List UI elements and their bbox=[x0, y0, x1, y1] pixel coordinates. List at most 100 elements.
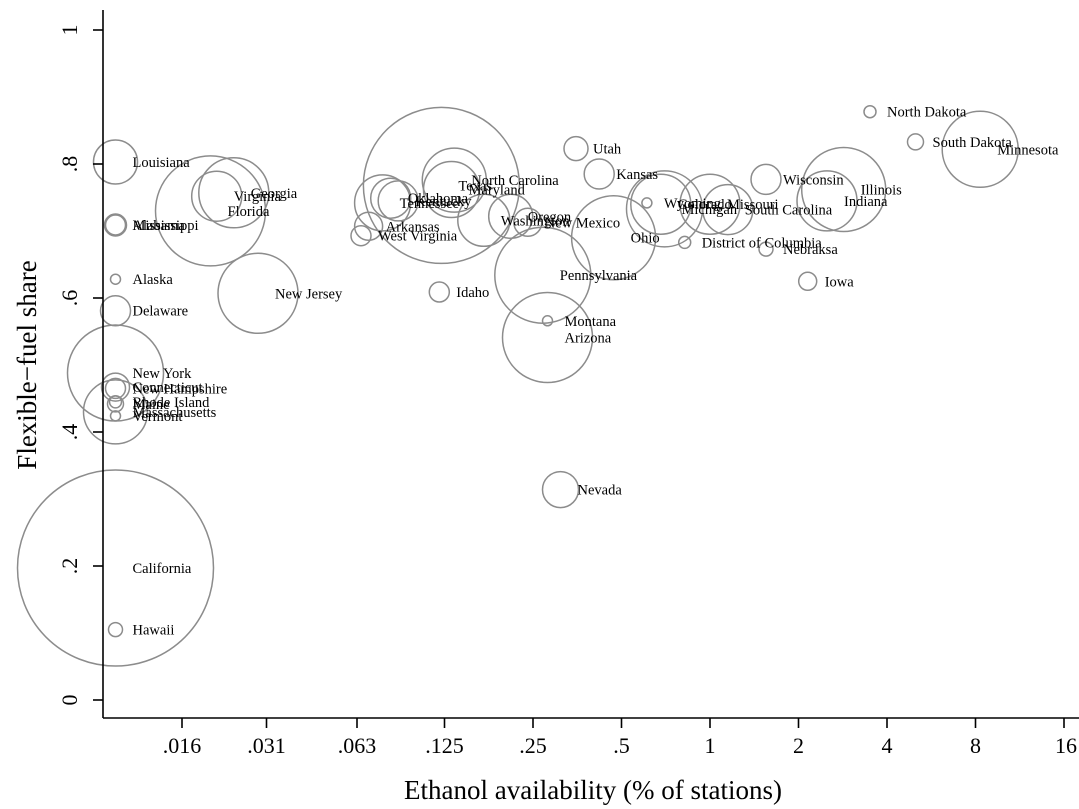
label-georgia: Georgia bbox=[251, 186, 298, 202]
label-indiana: Indiana bbox=[844, 194, 888, 210]
point-kansas bbox=[583, 158, 615, 190]
label-massachusetts: Massachusetts bbox=[133, 405, 217, 421]
y-tick-label: .4 bbox=[57, 424, 82, 441]
label-maine: Maine bbox=[133, 397, 170, 413]
x-tick-label: .125 bbox=[425, 733, 464, 758]
label-wyoming: Wyoming bbox=[664, 196, 721, 212]
label-alaska: Alaska bbox=[133, 272, 174, 288]
label-south-carolina: South Carolina bbox=[745, 203, 833, 219]
point-nevada bbox=[541, 470, 580, 509]
label-west-virginia: West Virginia bbox=[378, 229, 458, 245]
point-north-dakota bbox=[863, 104, 877, 119]
label-pennsylvania: Pennsylvania bbox=[560, 268, 638, 284]
point-south-carolina bbox=[702, 183, 754, 236]
label-nebraksa: Nebraksa bbox=[783, 242, 838, 258]
point-oklahoma bbox=[369, 177, 412, 219]
label-arkansas: Arkansas bbox=[386, 219, 440, 235]
label-vermont: Vermont bbox=[133, 409, 183, 425]
point-washington bbox=[457, 193, 511, 248]
point-illinois bbox=[800, 146, 887, 233]
point-texas bbox=[362, 106, 521, 265]
point-arkansas bbox=[353, 211, 384, 242]
label-south-dakota: South Dakota bbox=[933, 135, 1013, 151]
x-tick-label: 16 bbox=[1055, 733, 1077, 758]
x-tick-label: .016 bbox=[163, 733, 202, 758]
label-florida: Florida bbox=[228, 204, 270, 220]
label-kentucky: Kentucky bbox=[415, 194, 472, 210]
point-new-jersey bbox=[217, 252, 299, 335]
point-alaska bbox=[109, 273, 122, 285]
point-utah bbox=[563, 135, 589, 162]
point-florida bbox=[154, 155, 267, 267]
point-massachusetts bbox=[82, 379, 149, 445]
bubble-layer bbox=[16, 104, 1019, 667]
label-california: California bbox=[133, 561, 192, 577]
label-kansas: Kansas bbox=[616, 167, 658, 183]
label-minnesota: Minnesota bbox=[997, 142, 1059, 158]
x-axis-ticks: .016 .031 .063 .125 .25 .5 1 2 4 8 16 bbox=[163, 718, 1077, 758]
point-indiana bbox=[796, 170, 858, 232]
point-ohio bbox=[570, 194, 657, 281]
label-new-mexico: New Mexico bbox=[545, 215, 620, 231]
point-montana bbox=[541, 315, 554, 327]
label-michigan: Michigan bbox=[682, 202, 738, 218]
x-tick-label: 2 bbox=[793, 733, 804, 758]
label-mississippi: Mississippi bbox=[133, 218, 199, 234]
point-louisiana bbox=[92, 139, 139, 185]
y-tick-label: 0 bbox=[57, 695, 82, 706]
y-tick-label: .8 bbox=[57, 156, 82, 173]
label-texas: Texas bbox=[458, 178, 492, 194]
point-new-hampshire bbox=[104, 377, 127, 400]
x-tick-label: 1 bbox=[705, 733, 716, 758]
label-north-carolina: North Carolina bbox=[471, 173, 559, 189]
point-colorado bbox=[630, 173, 692, 235]
point-district-of-columbia bbox=[677, 235, 692, 250]
point-hawaii bbox=[107, 621, 124, 638]
point-vermont bbox=[109, 410, 122, 422]
label-district-of-columbia: District of Columbia bbox=[702, 235, 823, 251]
point-connecticut bbox=[100, 372, 131, 402]
label-wisconsin: Wisconsin bbox=[783, 172, 844, 188]
x-tick-label: .25 bbox=[519, 733, 547, 758]
point-georgia bbox=[198, 157, 270, 229]
point-arizona bbox=[501, 291, 594, 384]
x-tick-label: 8 bbox=[970, 733, 981, 758]
label-north-dakota: North Dakota bbox=[887, 105, 967, 121]
x-axis-label: Ethanol availability (% of stations) bbox=[404, 775, 782, 805]
point-mississippi bbox=[104, 214, 127, 236]
point-alabama bbox=[103, 213, 128, 237]
label-virginia: Virginia bbox=[234, 189, 282, 205]
y-axis-label: Flexible−fuel share bbox=[12, 260, 42, 469]
y-tick-label: .6 bbox=[57, 290, 82, 307]
point-maryland bbox=[422, 160, 481, 219]
label-new-hampshire: New Hampshire bbox=[133, 381, 228, 397]
point-delaware bbox=[99, 294, 132, 327]
x-tick-label: .031 bbox=[247, 733, 286, 758]
label-oklahoma: Oklahoma bbox=[408, 191, 469, 207]
label-washington: Washington bbox=[501, 213, 571, 229]
label-oregon: Oregon bbox=[528, 209, 572, 225]
point-oregon bbox=[487, 193, 534, 240]
point-new-mexico bbox=[513, 207, 543, 238]
label-alabama: Alabama bbox=[133, 218, 186, 234]
point-north-carolina bbox=[421, 147, 488, 213]
label-missouri: Missouri bbox=[727, 197, 779, 213]
point-idaho bbox=[428, 281, 451, 303]
label-maryland: Maryland bbox=[469, 183, 526, 199]
label-ohio: Ohio bbox=[631, 231, 660, 247]
label-connecticut: Connecticut bbox=[133, 380, 203, 396]
label-arizona: Arizona bbox=[565, 331, 612, 347]
label-delaware: Delaware bbox=[133, 304, 189, 320]
label-new-york: New York bbox=[133, 366, 193, 382]
y-tick-label: .2 bbox=[57, 558, 82, 575]
x-tick-label: .5 bbox=[613, 733, 630, 758]
label-iowa: Iowa bbox=[825, 274, 855, 290]
x-tick-label: 4 bbox=[882, 733, 893, 758]
axes: 0 .2 .4 .6 .8 1 .016 .031 .063 .125 .25 .5 1 2 4 8 16 bbox=[57, 10, 1079, 758]
point-iowa bbox=[797, 271, 818, 292]
point-nebraksa bbox=[758, 241, 774, 257]
point-rhode-island bbox=[108, 395, 123, 409]
label-montana: Montana bbox=[565, 314, 617, 330]
label-rhode-island: Rhode Island bbox=[133, 395, 211, 411]
